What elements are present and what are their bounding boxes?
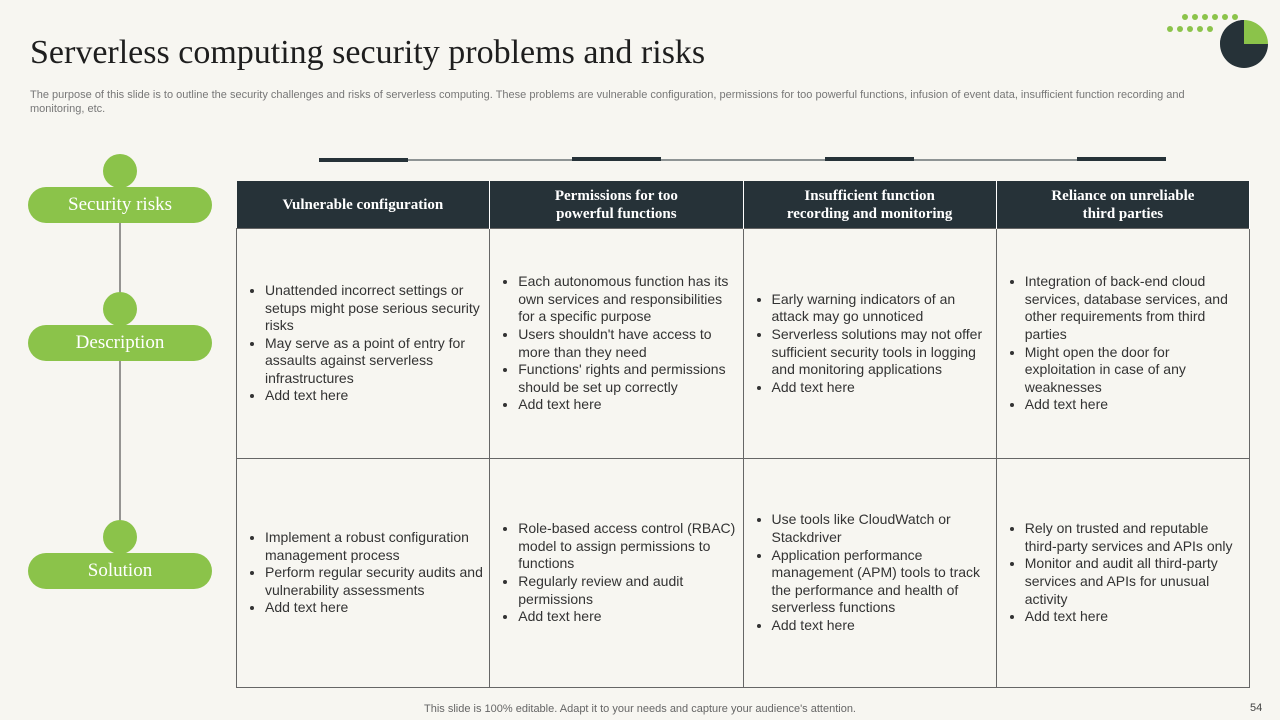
bullet: Monitor and audit all third-party servic… [1025,555,1243,608]
bullet-list: Role-based access control (RBAC) model t… [498,520,736,626]
table-row: Unattended incorrect settings or setups … [235,228,1251,459]
bullet: Users shouldn't have access to more than… [518,326,736,361]
row-label: Security risks [28,187,212,223]
table-cell: Use tools like CloudWatch or Stackdriver… [742,458,997,688]
icon [103,154,137,188]
bullet: Functions' rights and permissions should… [518,361,736,396]
bullet: Add text here [1025,396,1243,414]
column-header: Reliance on unreliable third parties [996,181,1251,229]
row-label: Solution [28,553,212,589]
bullet-list: Implement a robust configuration managem… [245,529,483,617]
table-cell: Integration of back-end cloud services, … [995,228,1251,459]
bullet: Serverless solutions may not offer suffi… [772,326,990,379]
column-header: Permissions for too powerful functions [489,181,744,229]
bullet: Early warning indicators of an attack ma… [772,291,990,326]
column-header: Insufficient function recording and moni… [743,181,997,229]
page-number: 54 [1250,702,1263,714]
row-label: Description [28,325,212,361]
bullet-list: Unattended incorrect settings or setups … [245,282,483,405]
bullet-list: Use tools like CloudWatch or Stackdriver… [752,511,990,634]
table: Vulnerable configuration Permissions for … [235,181,1251,688]
bullet: Integration of back-end cloud services, … [1025,273,1243,343]
bullet: Implement a robust configuration managem… [265,529,483,564]
bullet: Each autonomous function has its own ser… [518,273,736,326]
column-header: Vulnerable configuration [236,181,491,229]
bullet: Might open the door for exploitation in … [1025,344,1243,397]
bullet: Add text here [1025,608,1243,626]
bullet: Add text here [772,617,990,635]
bullet: Add text here [518,396,736,414]
bullet: Rely on trusted and reputable third-part… [1025,520,1243,555]
bullet: Add text here [772,379,990,397]
bullet-list: Each autonomous function has its own ser… [498,273,736,414]
table-cell: Role-based access control (RBAC) model t… [489,458,744,688]
table-row: Implement a robust configuration managem… [235,458,1251,688]
bullet: Add text here [265,599,483,617]
icon [103,292,137,326]
bullet-list: Early warning indicators of an attack ma… [752,291,990,397]
table-cell: Rely on trusted and reputable third-part… [995,458,1251,688]
bullet: May serve as a point of entry for assaul… [265,335,483,388]
bullet: Use tools like CloudWatch or Stackdriver [772,511,990,546]
title: Serverless computing security problems a… [30,34,706,71]
bullet: Add text here [518,608,736,626]
table-cell: Each autonomous function has its own ser… [489,228,744,459]
bullet: Regularly review and audit permissions [518,573,736,608]
subtitle: The purpose of this slide is to outline … [30,89,1185,115]
bullet-list: Rely on trusted and reputable third-part… [1005,520,1243,626]
table-cell: Unattended incorrect settings or setups … [235,228,491,459]
bullet: Role-based access control (RBAC) model t… [518,520,736,573]
bullet: Application performance management (APM)… [772,547,990,617]
icon [103,520,137,554]
bullet: Perform regular security audits and vuln… [265,564,483,599]
table-cell: Implement a robust configuration managem… [235,458,491,688]
bullet: Add text here [265,387,483,405]
bullet: Unattended incorrect settings or setups … [265,282,483,335]
header-row: Vulnerable configuration Permissions for … [236,181,1251,229]
bullet-list: Integration of back-end cloud services, … [1005,273,1243,414]
table-cell: Early warning indicators of an attack ma… [742,228,997,459]
footer-note: This slide is 100% editable. Adapt it to… [424,703,856,715]
